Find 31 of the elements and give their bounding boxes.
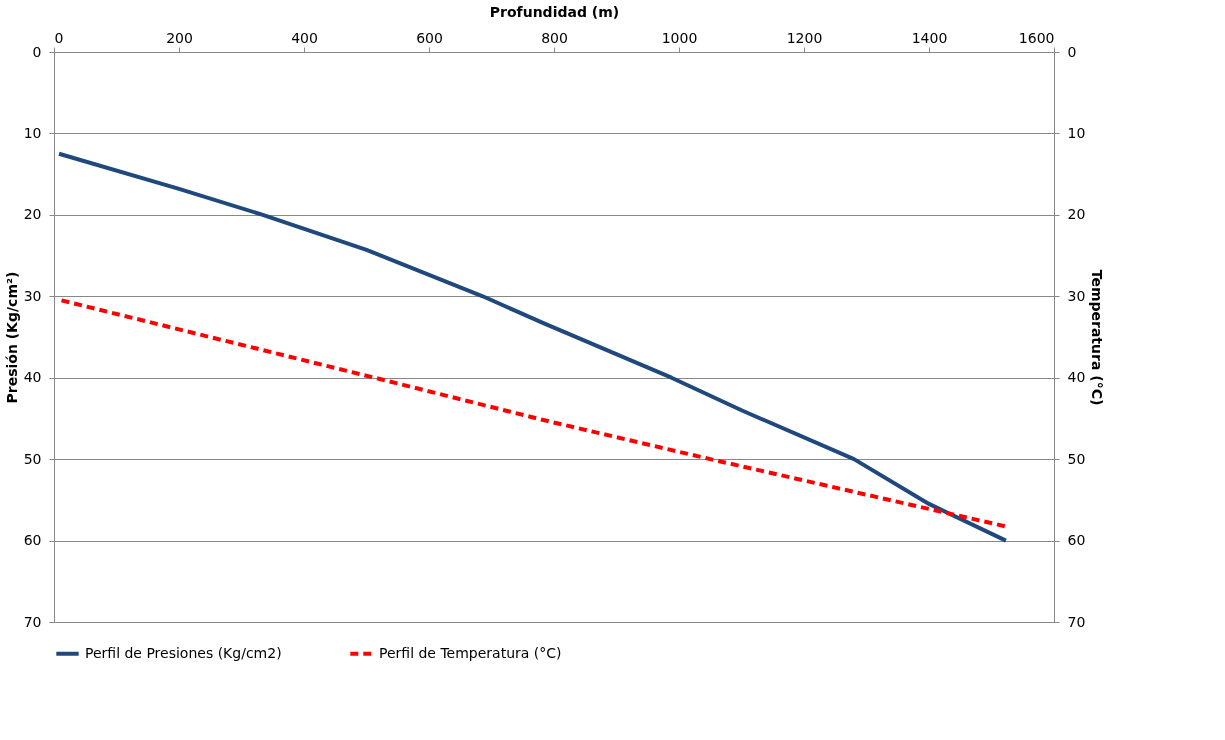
y2-tick-label: 60: [1067, 532, 1086, 549]
x-axis-title: Profundidad (m): [489, 3, 620, 20]
y2-axis-title: Temperatura (°C): [1089, 269, 1106, 406]
y2-tick-label: 50: [1067, 450, 1086, 467]
x-tick-label: 600: [416, 29, 443, 46]
legend-label: Perfil de Temperatura (°C): [379, 644, 562, 661]
x-tick-label: 1000: [661, 29, 698, 46]
y2-tick-label: 40: [1067, 369, 1086, 386]
x-tick-label: 400: [291, 29, 318, 46]
y-tick-label: 70: [23, 613, 42, 630]
x-tick-label: 1400: [911, 29, 948, 46]
y2-tick-label: 20: [1067, 206, 1086, 223]
y-tick-label: 60: [23, 532, 42, 549]
y2-tick-label: 0: [1067, 43, 1077, 60]
y-tick-label: 30: [23, 287, 42, 304]
x-tick-label: 0: [54, 29, 64, 46]
line-series: [57, 151, 1008, 543]
y-axis-title: Presión (Kg/cm²): [3, 271, 20, 404]
y2-tick-label: 30: [1067, 287, 1086, 304]
legend-label: Perfil de Presiones (Kg/cm2): [85, 644, 282, 661]
y-tick-label: 40: [23, 369, 42, 386]
x-tick-label: 800: [541, 29, 568, 46]
x-tick-label: 1200: [786, 29, 823, 46]
y-tick-label: 0: [32, 43, 42, 60]
x-tick-label: 200: [166, 29, 193, 46]
x-tick-label: 1600: [1018, 29, 1055, 46]
y-tick-label: 50: [23, 450, 42, 467]
y-tick-label: 20: [23, 206, 42, 223]
y-tick-label: 10: [23, 124, 42, 141]
y2-tick-label: 10: [1067, 124, 1086, 141]
y2-tick-label: 70: [1067, 613, 1086, 630]
